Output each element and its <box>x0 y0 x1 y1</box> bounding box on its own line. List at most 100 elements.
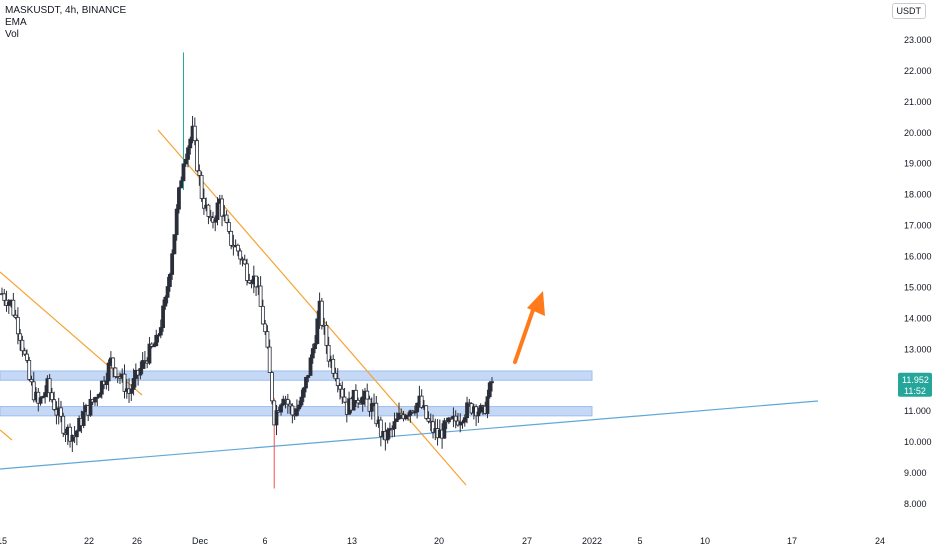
candle-down <box>254 275 258 288</box>
candle-down <box>342 396 347 403</box>
candle-down <box>52 399 57 410</box>
candle-up <box>174 208 179 236</box>
price-axis[interactable]: 8.0009.00010.00011.00012.00013.00014.000… <box>904 35 932 509</box>
price-tick-label: 23.000 <box>904 35 932 45</box>
candle-down <box>260 305 265 325</box>
candle-down <box>378 419 383 437</box>
candle-down <box>399 412 404 416</box>
time-tick-label: 22 <box>84 536 94 546</box>
candle-down <box>18 333 23 341</box>
chart-legend: MASKUSDT, 4h, BINANCE EMA Vol <box>5 5 126 41</box>
candle-down <box>149 343 154 347</box>
resistance-zone <box>0 370 593 381</box>
candle-down <box>245 263 249 281</box>
candle-up <box>154 334 159 347</box>
candle-down <box>197 170 202 176</box>
price-tick-label: 21.000 <box>904 97 932 107</box>
candle-down <box>111 357 116 369</box>
candle-down <box>419 395 424 408</box>
candle-up <box>172 234 177 255</box>
candle-up <box>165 286 170 298</box>
candle-up <box>281 398 286 406</box>
time-tick-label: 26 <box>132 536 142 546</box>
candle-down <box>324 325 329 346</box>
candle-up <box>476 411 481 417</box>
candle-down <box>326 344 331 362</box>
price-tick-label: 22.000 <box>904 66 932 76</box>
price-tick-label: 13.000 <box>904 344 932 354</box>
candle-down <box>47 378 52 394</box>
candle-down <box>240 258 245 261</box>
up-arrow-shaft <box>513 308 535 364</box>
candle-up <box>183 158 188 165</box>
candle-down <box>270 372 274 402</box>
price-tick-label: 15.000 <box>904 282 932 292</box>
candle-down <box>258 285 263 307</box>
candle-up <box>213 219 218 223</box>
time-tick-label: 15 <box>0 536 7 546</box>
candle-down <box>353 389 358 401</box>
vol-indicator-label[interactable]: Vol <box>5 29 19 40</box>
time-tick-label: 6 <box>262 536 267 546</box>
candle-up <box>97 393 102 398</box>
bar-countdown: 11:52 <box>904 386 926 396</box>
candle-up <box>81 411 86 426</box>
candle-down <box>236 244 240 252</box>
price-tick-label: 9.000 <box>904 468 927 478</box>
candle-down <box>61 415 66 434</box>
candle-up <box>181 163 186 182</box>
time-tick-label: 13 <box>347 536 357 546</box>
candle-up <box>485 396 490 414</box>
candle-down <box>2 293 7 301</box>
price-tick-label: 20.000 <box>904 128 932 138</box>
candle-up <box>156 334 161 337</box>
candle-down <box>29 379 34 383</box>
time-tick-label: Dec <box>192 536 209 546</box>
candle-up <box>179 180 184 189</box>
candle-down <box>331 358 336 374</box>
candle-up <box>295 408 299 416</box>
candle-down <box>208 216 213 219</box>
price-tick-label: 10.000 <box>904 437 932 447</box>
candle-down <box>474 406 479 417</box>
candle-down <box>319 300 324 326</box>
candle-down <box>220 198 224 217</box>
ema-indicator-label[interactable]: EMA <box>5 17 27 28</box>
candle-down <box>68 426 72 442</box>
candle-up <box>308 357 313 376</box>
time-tick-label: 5 <box>637 536 642 546</box>
candle-up <box>299 396 304 406</box>
currency-selector[interactable]: USDT <box>891 3 926 19</box>
candle-down <box>59 407 63 417</box>
time-tick-label: 27 <box>522 536 532 546</box>
candle-down <box>31 381 36 401</box>
candle-up <box>158 327 163 336</box>
candle-up <box>397 412 401 420</box>
candle-down <box>27 360 32 380</box>
trendline-fragment <box>0 429 13 441</box>
candle-down <box>242 259 247 265</box>
candle-down <box>199 174 204 199</box>
candle-up <box>415 402 420 413</box>
candle-up <box>104 380 109 385</box>
candle-down <box>263 323 268 333</box>
last-price-box <box>898 372 932 397</box>
symbol-title[interactable]: MASKUSDT, 4h, BINANCE <box>5 5 127 16</box>
candle-up <box>140 360 145 369</box>
candle-down <box>226 222 231 232</box>
candle-down <box>15 316 20 335</box>
candle-up <box>38 397 43 404</box>
candle-up <box>88 398 93 416</box>
candle-up <box>152 345 156 348</box>
price-tick-label: 19.000 <box>904 159 932 169</box>
time-tick-label: 2022 <box>582 536 602 546</box>
time-tick-label: 24 <box>875 536 885 546</box>
candle-up <box>99 380 104 395</box>
candle-up <box>129 389 134 394</box>
candle-down <box>290 405 295 416</box>
time-axis[interactable]: 15 22 26 Dec 6 13 20 27 2022 5 10 17 24 <box>0 536 885 546</box>
candle-up <box>170 253 175 275</box>
up-arrow-annotation <box>513 291 545 364</box>
